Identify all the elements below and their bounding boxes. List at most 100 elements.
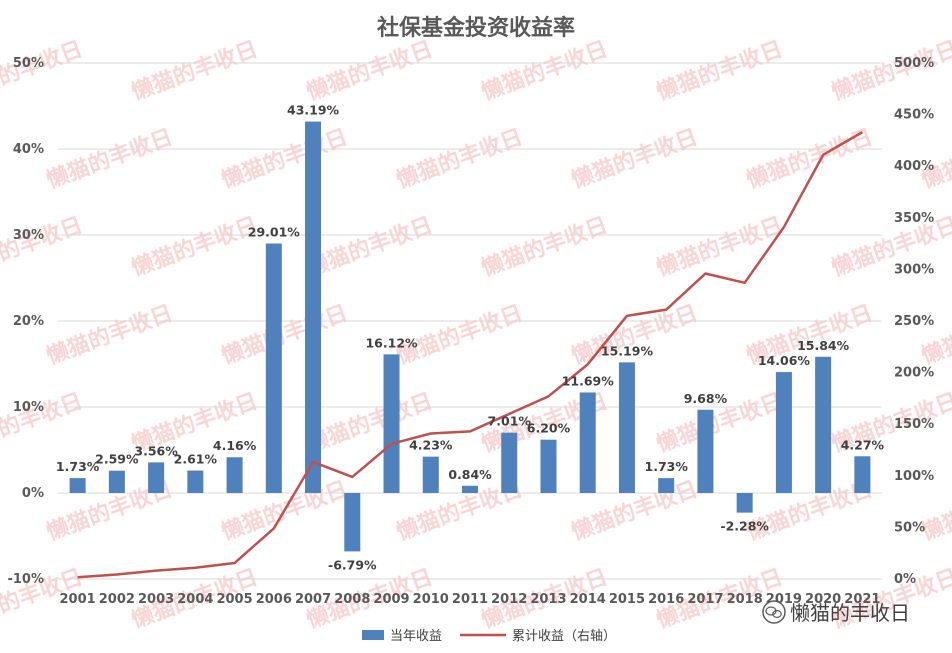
right-tick-label: 400% [894, 159, 934, 174]
data-label: 1.73% [645, 459, 689, 474]
data-label: 9.68% [684, 391, 728, 406]
chart-title: 社保基金投资收益率 [377, 15, 575, 41]
right-tick-label: 150% [894, 417, 934, 432]
right-tick-label: 500% [894, 56, 934, 71]
data-label: 15.84% [797, 338, 850, 353]
x-tick-label: 2006 [256, 592, 292, 607]
bar [344, 493, 361, 552]
left-tick-label: -10% [7, 572, 44, 587]
bar [69, 478, 86, 493]
bar [697, 409, 714, 493]
right-tick-label: 100% [894, 469, 934, 484]
watermark-layer: 懒猫的丰收日 懒猫的丰收日 懒猫的丰收日 懒猫的丰收日 懒猫的丰收日 懒猫的丰收日懒猫的丰… [0, 36, 952, 634]
bar [148, 462, 165, 493]
legend: 当年收益 累计收益（右轴） [362, 629, 616, 644]
watermark-text: 懒猫的丰收日 [303, 212, 436, 282]
x-tick-label: 2007 [295, 592, 331, 607]
x-tick-label: 2015 [609, 592, 645, 607]
bar [736, 493, 753, 513]
watermark-text: 懒猫的丰收日 [568, 300, 701, 370]
watermark-text: 懒猫的丰收日 [218, 124, 351, 194]
data-label: 43.19% [287, 103, 340, 118]
data-label: 0.84% [448, 467, 492, 482]
watermark-text: 懒猫的丰收日 [478, 212, 611, 282]
right-tick-label: 250% [894, 314, 934, 329]
watermark-text: 懒猫的丰收日 [918, 300, 952, 370]
bar [265, 243, 282, 493]
legend-bar-label: 当年收益 [390, 629, 442, 644]
x-tick-label: 2002 [99, 592, 135, 607]
data-label: 29.01% [248, 225, 301, 240]
data-label: 4.23% [409, 438, 453, 453]
bar [540, 439, 557, 493]
watermark-text: 懒猫的丰收日 [653, 212, 786, 282]
watermark-text: 懒猫的丰收日 [568, 124, 701, 194]
watermark-text: 懒猫的丰收日 [0, 388, 86, 458]
legend-line-label: 累计收益（右轴） [512, 629, 616, 644]
data-label: 1.73% [56, 459, 100, 474]
bar [815, 356, 832, 493]
left-tick-label: 20% [13, 314, 44, 329]
x-tick-label: 2012 [491, 592, 527, 607]
watermark-text: 懒猫的丰收日 [653, 36, 786, 106]
watermark-text: 懒猫的丰收日 [393, 124, 526, 194]
x-tick-label: 2001 [60, 592, 96, 607]
data-labels: 1.73%2.59%3.56%2.61%4.16%29.01%43.19%-6.… [56, 103, 885, 573]
left-tick-label: 10% [13, 400, 44, 415]
gridlines [58, 62, 882, 580]
left-tick-label: 50% [13, 56, 44, 71]
x-tick-label: 2005 [216, 592, 252, 607]
x-tick-label: 2008 [334, 592, 370, 607]
x-tick-label: 2003 [138, 592, 174, 607]
bar [226, 457, 243, 493]
data-label: 16.12% [365, 335, 418, 350]
watermark-text: 懒猫的丰收日 [128, 36, 261, 106]
bar [383, 354, 400, 493]
x-tick-label: 2013 [530, 592, 566, 607]
right-tick-label: 450% [894, 108, 934, 123]
data-label: 4.16% [213, 438, 257, 453]
corner-brand-text: 懒猫的丰收日 [790, 601, 910, 625]
data-label: 3.56% [134, 443, 178, 458]
watermark-text: 懒猫的丰收日 [43, 300, 176, 370]
x-tick-label: 2011 [452, 592, 488, 607]
data-label: 4.27% [841, 437, 885, 452]
bar [108, 470, 125, 493]
right-tick-label: 350% [894, 211, 934, 226]
x-tick-label: 2009 [373, 592, 409, 607]
x-tick-label: 2018 [727, 592, 763, 607]
data-label: -2.28% [720, 519, 769, 534]
legend-bar-swatch [362, 630, 384, 640]
left-tick-label: 40% [13, 142, 44, 157]
right-tick-label: 300% [894, 262, 934, 277]
data-label: 2.61% [174, 452, 218, 467]
watermark-text: 懒猫的丰收日 [303, 36, 436, 106]
right-tick-label: 200% [894, 366, 934, 381]
bar [422, 456, 439, 493]
right-tick-label: 0% [894, 572, 916, 587]
bar [658, 478, 675, 493]
x-axis-ticks: 2001 2002 2003 2004 2005 2006 2007 2008 2009 2010… [60, 592, 881, 607]
x-tick-label: 2014 [570, 592, 606, 607]
bar-series [69, 121, 871, 552]
data-label: 7.01% [488, 414, 532, 429]
bar [618, 362, 635, 493]
bar [854, 456, 871, 493]
right-tick-label: 50% [894, 520, 925, 535]
bar [462, 485, 478, 493]
watermark-text: 懒猫的丰收日 [43, 124, 176, 194]
right-axis: 0% 50% 100% 150% 200% 250% 300% 350% 400% 450% 500… [894, 56, 934, 587]
x-tick-label: 2021 [844, 592, 880, 607]
x-tick-label: 2010 [413, 592, 449, 607]
bar [579, 392, 596, 493]
watermark-text: 懒猫的丰收日 [478, 36, 611, 106]
data-label: 11.69% [562, 373, 615, 388]
x-tick-label: 2017 [687, 592, 723, 607]
bar [501, 432, 518, 493]
wechat-icon [762, 600, 786, 624]
bar [775, 372, 792, 493]
watermark-text: 懒猫的丰收日 [128, 212, 261, 282]
line-series [77, 131, 864, 579]
x-tick-label: 2016 [648, 592, 684, 607]
